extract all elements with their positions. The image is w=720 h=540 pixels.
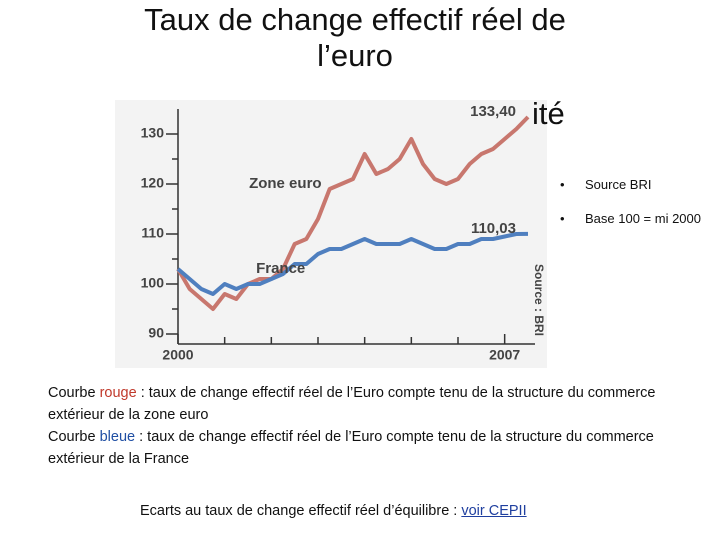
text: : taux de change effectif réel de l’Euro…	[48, 429, 654, 467]
text: Ecarts au taux de change effectif réel d…	[140, 503, 462, 519]
paragraph: Courbe bleue : taux de change effectif r…	[48, 426, 708, 470]
y-tick-label: 120	[141, 175, 165, 191]
description: Courbe rouge : taux de change effectif r…	[48, 382, 708, 470]
bullet-text: Base 100 = mi 2000	[585, 211, 701, 226]
bullet-list: • Source BRI • Base 100 = mi 2000	[560, 177, 701, 245]
annotation: 133,40	[470, 103, 516, 120]
text: Courbe	[48, 429, 100, 445]
y-tick-label: 130	[141, 125, 165, 141]
chart-background	[115, 100, 547, 368]
bullet: • Base 100 = mi 2000	[560, 211, 701, 226]
series-label: Zone euro	[249, 175, 322, 192]
x-tick-label: 2007	[489, 347, 520, 363]
slide-title: Taux de change effectif réel de l’euro	[144, 2, 566, 73]
text: rouge	[99, 385, 137, 401]
text: Courbe	[48, 385, 100, 401]
text: bleue	[99, 429, 136, 445]
bullet-text: Source BRI	[585, 177, 652, 192]
text: : taux de change effectif réel de l’Euro…	[48, 385, 656, 423]
link[interactable]: voir CEPII	[461, 503, 527, 519]
footer: Ecarts au taux de change effectif réel d…	[140, 503, 527, 519]
annotation: 110,03	[471, 220, 516, 237]
source-label: Source : BRI	[532, 264, 546, 336]
bullet: • Source BRI	[560, 177, 652, 192]
series-line	[176, 231, 529, 296]
y-tick-label: 110	[141, 225, 164, 241]
series-line	[176, 115, 530, 311]
title-fragment: ité	[532, 96, 565, 131]
y-tick-label: 100	[141, 275, 165, 291]
x-tick-label: 2000	[162, 347, 193, 363]
series-label: France	[256, 260, 305, 277]
paragraph: Courbe rouge : taux de change effectif r…	[48, 382, 708, 426]
y-tick-label: 90	[148, 325, 164, 341]
